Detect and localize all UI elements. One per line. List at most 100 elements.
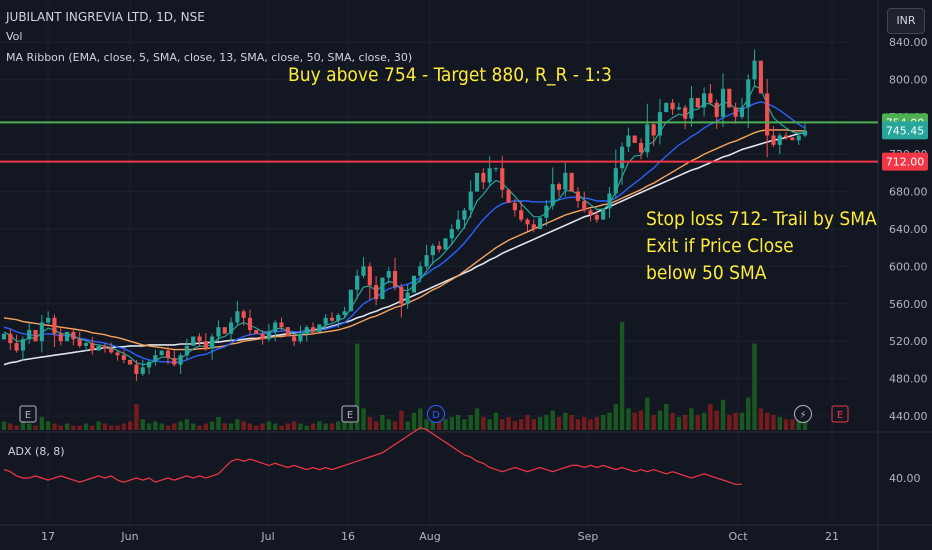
event-marker-label: D [432,410,440,421]
candle-body [651,124,656,136]
candle-body [449,229,454,239]
event-markers[interactable]: E E D ⚡ E [19,405,849,423]
volume-bar [418,408,423,430]
volume-bar [556,417,562,430]
volume-bar [481,417,486,430]
candle-body [52,317,57,334]
volume-bar [342,419,347,430]
volume-bar [708,404,713,430]
volume-bar [386,419,391,430]
volume-bar [512,421,518,430]
volume-bar [285,423,291,430]
ma-ribbon-legend[interactable]: MA Ribbon (EMA, close, 5, SMA, close, 13… [6,51,413,64]
candle-body [500,168,505,190]
volume-bar [714,410,719,430]
volume-bar [651,414,656,430]
volume-bar [764,412,770,430]
candle-body [298,333,303,342]
candle-body [582,200,587,211]
adx-legend[interactable]: ADX (8, 8) [8,445,65,458]
volume-bar [191,423,196,430]
volume-bar [594,417,600,430]
candle-body [128,359,133,365]
candle-body [594,214,599,220]
candle-body [260,333,265,340]
candle-body [733,107,738,117]
volume-bar [752,343,757,430]
volume-bar [695,414,700,430]
volume-bar [77,425,82,430]
candle-body [134,364,139,374]
volume-bar [569,414,574,430]
candle-body [664,102,669,113]
time-axis[interactable]: 17 Jun Jul 16 Aug Sep Oct 21 [41,530,839,543]
candle-body [790,137,795,141]
buy-annotation: Buy above 754 - Target 880, R_R - 1:3 [288,64,612,86]
volume-bar [367,417,373,430]
price-axis[interactable]: 840.00800.00760.00720.00680.00640.00600.… [889,36,928,485]
candle-body [342,311,347,316]
volume-bar [304,425,309,430]
candle-body [714,102,719,117]
volume-bar [165,425,171,430]
volume-bar [783,419,789,430]
candle-body [802,130,808,136]
volume-bar [430,417,436,430]
candle-body [683,107,688,119]
volume-bar [260,423,265,430]
volume-bar [436,414,442,430]
volume-bar [392,421,398,430]
volume-bar [159,423,164,430]
volume-bar [727,414,732,430]
candle-body [569,172,574,192]
volume-bar [676,417,682,430]
volume-bar [405,421,410,430]
candle-body [657,112,663,136]
candle-body [46,317,51,323]
candlesticks [1,49,808,381]
volume-bar [52,423,57,430]
candle-body [153,355,158,362]
stop-annotation-line-3: below 50 SMA [646,262,767,284]
candle-body [399,286,404,304]
volume-bar [664,404,669,430]
candle-body [525,219,530,225]
volume-bar [247,423,253,430]
candle-body [474,172,480,192]
volume-bar [462,419,467,430]
volume-bar [380,414,385,430]
volume-bar [563,412,568,430]
candle-body [777,135,782,145]
volume-bar [310,423,316,430]
volume-bar [39,417,45,430]
candle-body [411,275,417,293]
candle-body [58,333,63,342]
last-price-badge: 745.45 [886,124,925,137]
candle-body [77,339,82,346]
candle-body [418,266,423,276]
event-marker-label: E [25,410,31,421]
volume-bar [266,421,272,430]
currency-button[interactable]: INR [887,8,925,34]
volume-bar [531,419,537,430]
volume-bar [657,410,663,430]
candle-body [348,289,353,312]
volume-bar [733,412,738,430]
volume-bar [720,399,726,430]
candle-body [796,135,801,141]
price-tick-label: 840.00 [889,36,928,49]
candle-body [279,322,284,328]
candle-body [588,210,593,215]
symbol-title[interactable]: JUBILANT INGREVIA LTD, 1D, NSE [6,10,205,24]
volume-bar [493,412,499,430]
volume-bar [71,425,76,430]
stop-annotation-line-1: Stop loss 712- Trail by SMA [646,208,877,230]
volume-bar [777,417,782,430]
volume-bar [197,425,202,430]
volume-legend[interactable]: Vol [6,30,23,43]
volume-bar [796,417,801,430]
volume-bar [689,408,694,430]
volume-bar [613,404,618,430]
time-tick-label: 17 [41,530,55,543]
